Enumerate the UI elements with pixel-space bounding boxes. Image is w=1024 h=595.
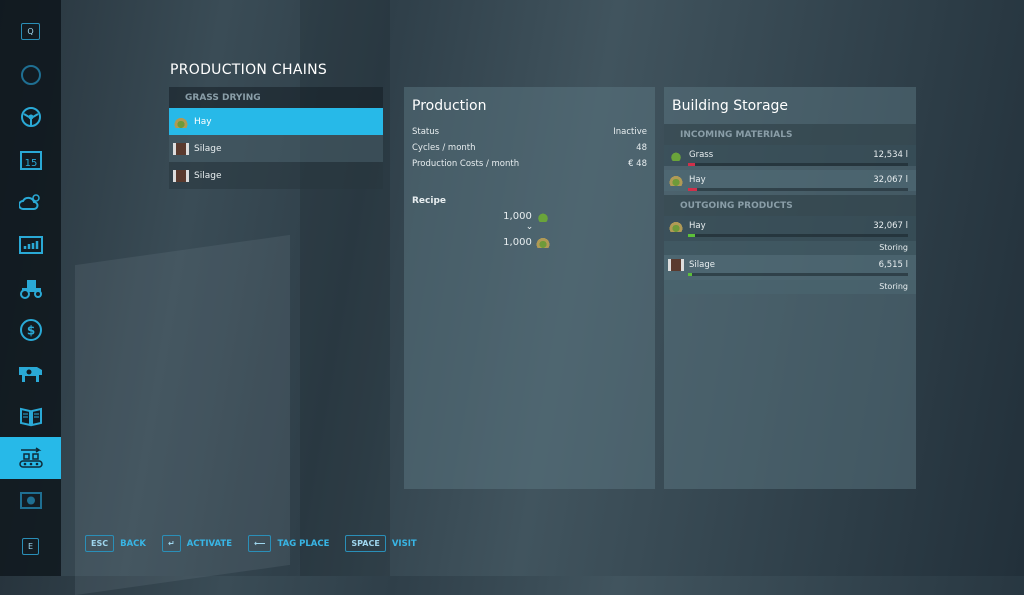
storage-mode: Storing xyxy=(664,241,916,255)
calendar-icon: 15 xyxy=(19,151,42,170)
sidebar-item-weather[interactable] xyxy=(0,181,61,223)
menu-prev-key[interactable]: Q xyxy=(0,10,61,52)
fill-level xyxy=(688,273,693,276)
cow-icon xyxy=(18,367,42,382)
tractor-icon xyxy=(19,280,42,299)
sidebar-item-contracts[interactable] xyxy=(0,395,61,437)
chain-group-header: GRASS DRYING xyxy=(169,87,383,108)
outgoing-header: OUTGOING PRODUCTS xyxy=(664,195,916,216)
hay-icon xyxy=(668,174,684,186)
svg-text:$: $ xyxy=(26,324,34,338)
storage-title: Building Storage xyxy=(672,98,789,114)
sidebar-item-statistics[interactable] xyxy=(0,224,61,266)
fill-bar xyxy=(688,188,908,191)
sidebar-item-vehicles[interactable] xyxy=(0,96,61,138)
sidebar-item-finances[interactable]: $ xyxy=(0,309,61,351)
storage-mode: Storing xyxy=(664,280,916,294)
incoming-header: INCOMING MATERIALS xyxy=(664,124,916,145)
outgoing-item-hay: Hay 32,067 l Storing xyxy=(664,216,916,255)
recipe-output: 1,000 xyxy=(404,236,655,248)
recipe-input: 1,000 xyxy=(404,210,655,222)
svg-text:15: 15 xyxy=(24,158,37,169)
back-button[interactable]: ESC BACK xyxy=(85,535,146,552)
cycles-row: Cycles / month 48 xyxy=(412,143,647,153)
hay-icon xyxy=(173,115,189,128)
fill-level xyxy=(688,234,695,237)
production-panel: Production Status Inactive Cycles / month… xyxy=(404,87,655,489)
outgoing-item-silage: Silage 6,515 l Storing xyxy=(664,255,916,294)
chain-item-hay[interactable]: Hay xyxy=(169,108,383,135)
grass-icon xyxy=(668,149,684,161)
silage-icon xyxy=(173,142,189,155)
menu-next-key[interactable]: E xyxy=(0,525,61,567)
sidebar-item-calendar[interactable]: 15 xyxy=(0,139,61,181)
production-chain-list: GRASS DRYING Hay Silage Silage xyxy=(169,87,383,189)
sidebar-item-map[interactable] xyxy=(0,54,61,96)
visit-button[interactable]: SPACE VISIT xyxy=(345,535,417,552)
production-icon xyxy=(18,447,43,468)
incoming-item-grass: Grass 12,534 l xyxy=(664,145,916,166)
fill-level xyxy=(688,163,695,166)
recipe-label: Recipe xyxy=(412,196,447,206)
tag-place-button[interactable]: ⟵ TAG PLACE xyxy=(248,535,329,552)
fill-level xyxy=(688,188,697,191)
fill-bar xyxy=(688,234,908,237)
steering-wheel-icon xyxy=(20,107,41,127)
dollar-icon: $ xyxy=(19,319,42,341)
map-icon xyxy=(20,65,41,85)
incoming-item-hay: Hay 32,067 l xyxy=(664,170,916,191)
sidebar-item-production[interactable] xyxy=(0,437,61,479)
weather-icon xyxy=(18,194,40,210)
help-icon xyxy=(19,492,42,509)
silage-icon xyxy=(668,259,684,271)
grass-icon xyxy=(534,210,551,222)
sidebar-item-garage[interactable] xyxy=(0,267,61,309)
contracts-icon xyxy=(19,407,42,427)
silage-icon xyxy=(173,169,189,182)
building-storage-panel: Building Storage INCOMING MATERIALS Gras… xyxy=(664,87,916,489)
statistics-icon xyxy=(18,236,43,254)
sidebar-item-animals[interactable] xyxy=(0,352,61,394)
chain-item-silage[interactable]: Silage xyxy=(169,162,383,189)
hay-icon xyxy=(534,236,551,248)
footer-actions: ESC BACK ↵ ACTIVATE ⟵ TAG PLACE SPACE VISIT xyxy=(85,535,417,552)
page-title: PRODUCTION CHAINS xyxy=(170,62,328,78)
sidebar-item-help[interactable] xyxy=(0,480,61,522)
chevron-down-icon: ⌄ xyxy=(525,222,534,232)
costs-row: Production Costs / month € 48 xyxy=(412,159,647,169)
status-row: Status Inactive xyxy=(412,127,647,137)
fill-bar xyxy=(688,163,908,166)
fill-bar xyxy=(688,273,908,276)
activate-button[interactable]: ↵ ACTIVATE xyxy=(162,535,232,552)
hay-icon xyxy=(668,220,684,232)
sidebar: Q 15 $ E xyxy=(0,0,61,576)
production-title: Production xyxy=(412,98,487,114)
chain-item-silage[interactable]: Silage xyxy=(169,135,383,162)
